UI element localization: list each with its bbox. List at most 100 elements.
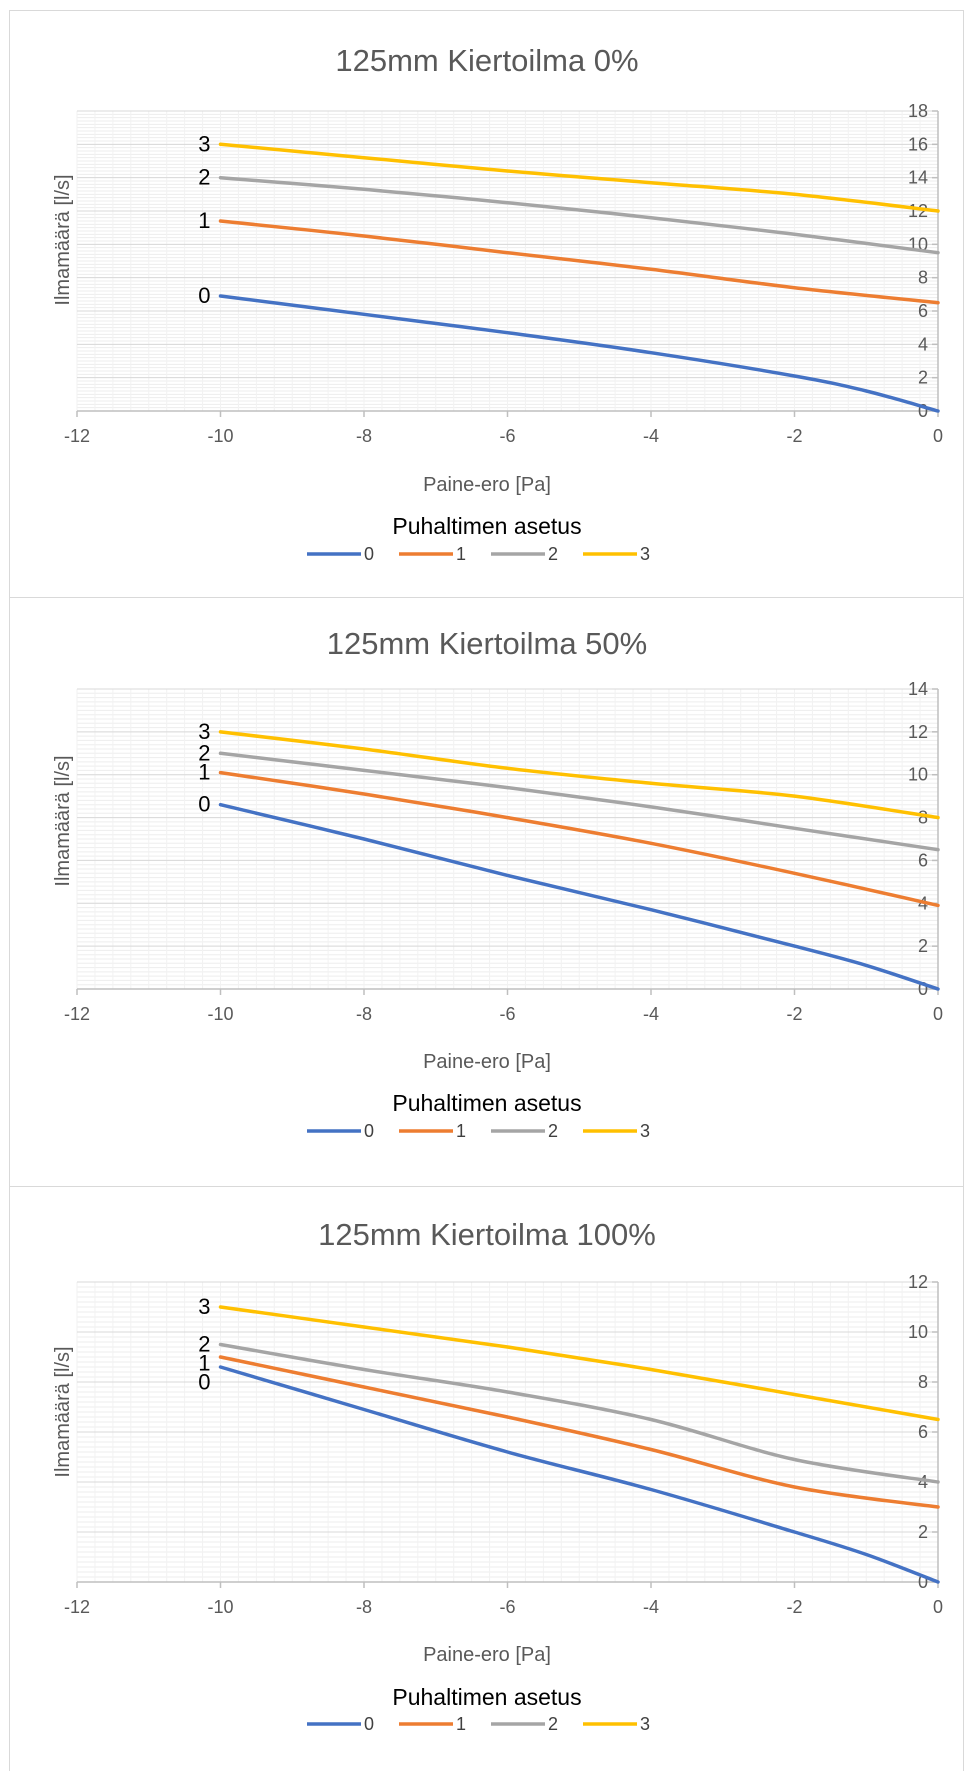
x-tick-label: -4 bbox=[643, 1004, 659, 1024]
chart-svg: 125mm Kiertoilma 0% -12 -10 -8 -6 -4 -2 002468… bbox=[52, 43, 943, 564]
legend-label-2: 2 bbox=[548, 1121, 558, 1141]
chart-svg: 125mm Kiertoilma 100% -12 -10 -8 -6 -4 -2 0024… bbox=[52, 1217, 943, 1734]
chart-panel-kiertoilma-100: 125mm Kiertoilma 100% -12 -10 -8 -6 -4 -2 0 0 2 4… bbox=[9, 1186, 964, 1771]
series-start-label-3: 3 bbox=[198, 719, 210, 744]
y-tick-label: 12 bbox=[908, 1272, 928, 1292]
y-tick-label: 0 bbox=[918, 979, 928, 999]
y-tick-label: 12 bbox=[908, 722, 928, 742]
legend-label-3: 3 bbox=[640, 1714, 650, 1734]
y-tick-label: 10 bbox=[908, 1322, 928, 1342]
series-start-label-2: 2 bbox=[198, 1332, 210, 1357]
legend-label-2: 2 bbox=[548, 544, 558, 564]
x-tick-label: -12 bbox=[64, 1004, 90, 1024]
y-tick-label: 2 bbox=[918, 1522, 928, 1542]
series-start-label-2: 2 bbox=[198, 165, 210, 190]
x-tick-label: -8 bbox=[356, 426, 372, 446]
legend-label-1: 1 bbox=[456, 544, 466, 564]
series-start-label-3: 3 bbox=[198, 131, 210, 156]
legend-title: Puhaltimen asetus bbox=[392, 1684, 581, 1710]
x-tick-label: -8 bbox=[356, 1004, 372, 1024]
legend-label-0: 0 bbox=[364, 1121, 374, 1141]
y-tick-label: 4 bbox=[918, 1472, 928, 1492]
legend-label-3: 3 bbox=[640, 1121, 650, 1141]
x-tick-label: -6 bbox=[499, 426, 515, 446]
x-axis-label: Paine-ero [Pa] bbox=[423, 1644, 551, 1666]
legend-label-1: 1 bbox=[456, 1714, 466, 1734]
y-axis-label: Ilmamäärä [l/s] bbox=[52, 1346, 74, 1477]
chart-title: 125mm Kiertoilma 50% bbox=[327, 626, 647, 661]
series-line-1 bbox=[218, 219, 940, 305]
series-line-3 bbox=[218, 1305, 940, 1422]
series-line-1 bbox=[218, 770, 940, 908]
series-start-label-0: 0 bbox=[198, 283, 210, 308]
series-line-0 bbox=[218, 294, 940, 413]
legend-label-0: 0 bbox=[364, 544, 374, 564]
x-tick-label: -4 bbox=[643, 1597, 659, 1617]
legend-title: Puhaltimen asetus bbox=[392, 513, 581, 539]
series-line-2 bbox=[218, 175, 940, 255]
x-tick-label: -6 bbox=[499, 1597, 515, 1617]
y-axis-label: Ilmamäärä [l/s] bbox=[52, 174, 74, 305]
y-tick-label: 16 bbox=[908, 134, 928, 154]
legend: 0 1 2 3 bbox=[307, 1714, 650, 1734]
x-tick-label: -10 bbox=[207, 1597, 233, 1617]
y-tick-label: 6 bbox=[918, 1422, 928, 1442]
series-line-0 bbox=[218, 1365, 940, 1584]
y-tick-label: 0 bbox=[918, 401, 928, 421]
y-tick-label: 4 bbox=[918, 334, 928, 354]
series-start-label-0: 0 bbox=[198, 792, 210, 817]
legend: 0 1 2 3 bbox=[307, 1121, 650, 1141]
legend-label-0: 0 bbox=[364, 1714, 374, 1734]
legend: 0 1 2 3 bbox=[307, 544, 650, 564]
series-line-0 bbox=[218, 802, 940, 991]
x-axis-label: Paine-ero [Pa] bbox=[423, 474, 551, 496]
series-start-label-1: 1 bbox=[198, 1351, 210, 1376]
x-tick-label: -8 bbox=[356, 1597, 372, 1617]
y-tick-label: 12 bbox=[908, 201, 928, 221]
y-tick-label: 14 bbox=[908, 679, 928, 699]
y-tick-label: 6 bbox=[918, 850, 928, 870]
y-axis-label: Ilmamäärä [l/s] bbox=[52, 755, 74, 886]
legend-label-2: 2 bbox=[548, 1714, 558, 1734]
legend-label-1: 1 bbox=[456, 1121, 466, 1141]
series-line-3 bbox=[218, 730, 940, 820]
x-tick-label: -10 bbox=[207, 1004, 233, 1024]
chart-title: 125mm Kiertoilma 100% bbox=[318, 1217, 656, 1252]
series-line-1 bbox=[218, 1355, 940, 1509]
x-tick-label: 0 bbox=[933, 426, 943, 446]
chart-panel-kiertoilma-0: 125mm Kiertoilma 0% -12 -10 -8 -6 -4 -2 0 0 2 4 6 8… bbox=[9, 10, 964, 598]
y-tick-label: 8 bbox=[918, 1372, 928, 1392]
x-tick-label: -10 bbox=[207, 426, 233, 446]
x-tick-label: -2 bbox=[786, 1597, 802, 1617]
series-start-label-0: 0 bbox=[198, 1370, 210, 1395]
x-tick-label: 0 bbox=[933, 1597, 943, 1617]
y-tick-label: 2 bbox=[918, 936, 928, 956]
series-start-label-2: 2 bbox=[198, 740, 210, 765]
x-axis-label: Paine-ero [Pa] bbox=[423, 1051, 551, 1073]
y-tick-label: 18 bbox=[908, 101, 928, 121]
y-tick-label: 0 bbox=[918, 1572, 928, 1592]
x-tick-label: -6 bbox=[499, 1004, 515, 1024]
chart-title: 125mm Kiertoilma 0% bbox=[335, 43, 638, 78]
x-tick-label: -12 bbox=[64, 426, 90, 446]
x-tick-label: -4 bbox=[643, 426, 659, 446]
y-tick-label: 2 bbox=[918, 368, 928, 388]
chart-svg: 125mm Kiertoilma 50% -12 -10 -8 -6 -4 -2 00246… bbox=[52, 626, 943, 1141]
legend-title: Puhaltimen asetus bbox=[392, 1090, 581, 1116]
series-start-label-1: 1 bbox=[198, 208, 210, 233]
series-start-label-3: 3 bbox=[198, 1294, 210, 1319]
legend-label-3: 3 bbox=[640, 544, 650, 564]
x-tick-label: -12 bbox=[64, 1597, 90, 1617]
y-tick-label: 14 bbox=[908, 168, 928, 188]
y-tick-label: 8 bbox=[918, 268, 928, 288]
x-tick-label: -2 bbox=[786, 1004, 802, 1024]
y-tick-label: 8 bbox=[918, 808, 928, 828]
y-tick-label: 10 bbox=[908, 765, 928, 785]
x-tick-label: -2 bbox=[786, 426, 802, 446]
y-tick-label: 6 bbox=[918, 301, 928, 321]
series-line-2 bbox=[218, 1342, 940, 1484]
series-line-3 bbox=[218, 142, 940, 213]
chart-panel-kiertoilma-50: 125mm Kiertoilma 50% -12 -10 -8 -6 -4 -2 0 0 2 4 6… bbox=[9, 597, 964, 1187]
x-tick-label: 0 bbox=[933, 1004, 943, 1024]
series-line-2 bbox=[218, 751, 940, 852]
